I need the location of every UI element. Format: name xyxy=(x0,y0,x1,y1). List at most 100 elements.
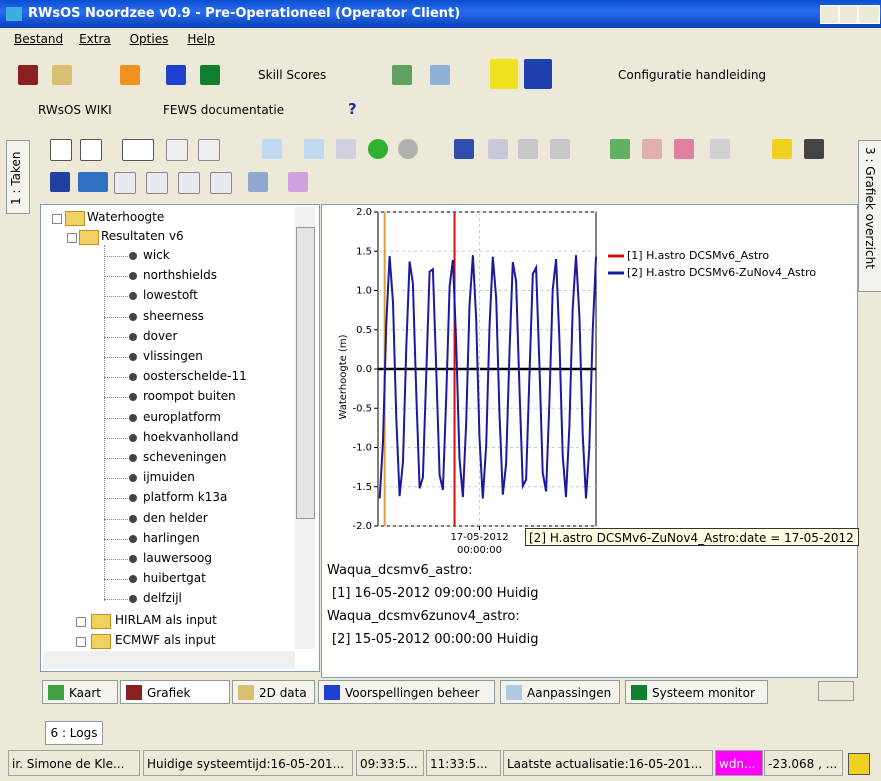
tool-icon[interactable] xyxy=(120,65,140,85)
tool-icon[interactable] xyxy=(146,172,168,194)
toolbar-link[interactable]: RWsOS WIKI xyxy=(38,103,112,117)
tool-icon[interactable] xyxy=(166,65,186,85)
tool-icon[interactable] xyxy=(166,139,188,161)
tree-node[interactable]: roompot buiten xyxy=(143,389,236,404)
tree-node[interactable]: europlatform xyxy=(143,409,221,424)
tool-icon[interactable] xyxy=(392,65,412,85)
tool-icon[interactable] xyxy=(490,59,518,89)
tree-node[interactable]: ijmuiden xyxy=(143,470,195,485)
tool-icon[interactable] xyxy=(262,139,282,159)
tree-node[interactable]: Waterhoogte xyxy=(87,210,165,224)
side-tab-label[interactable]: 1 : Taken xyxy=(9,151,23,205)
minimize-button[interactable] xyxy=(820,5,839,24)
menu-item[interactable]: Bestand xyxy=(14,32,64,46)
tab[interactable]: Systeem monitor xyxy=(625,680,768,704)
expander[interactable] xyxy=(76,637,86,647)
tree-node[interactable]: delfzijl xyxy=(143,591,182,606)
tool-icon[interactable] xyxy=(804,139,824,159)
tree-node[interactable]: sheerness xyxy=(143,308,204,323)
tree-node[interactable]: vlissingen xyxy=(143,349,203,363)
tool-icon[interactable] xyxy=(550,139,570,159)
y-tick-label: 1.0 xyxy=(356,286,372,297)
tab-label[interactable]: Grafiek xyxy=(147,686,191,700)
tool-icon[interactable] xyxy=(114,172,136,194)
tab[interactable]: Aanpassingen xyxy=(500,680,620,704)
tree-node[interactable]: huibertgat xyxy=(143,571,206,586)
tool-icon[interactable] xyxy=(178,172,200,194)
vertical-scrollbar[interactable] xyxy=(295,207,315,649)
knmi-icon[interactable] xyxy=(524,59,552,89)
tree-node[interactable]: dover xyxy=(143,328,178,343)
tree-node[interactable]: platform k13a xyxy=(143,490,228,505)
side-tab[interactable]: 1 : Taken xyxy=(6,140,30,214)
station-dot xyxy=(129,474,137,483)
tool-icon[interactable] xyxy=(198,139,220,161)
tool-icon[interactable] xyxy=(200,65,220,85)
tool-icon[interactable] xyxy=(488,139,508,159)
toolbar-link[interactable]: Configuratie handleiding xyxy=(618,68,767,82)
logs-tab[interactable]: 6 : Logs xyxy=(45,721,103,745)
tool-icon[interactable] xyxy=(430,65,450,85)
menu-item[interactable]: Opties xyxy=(129,32,169,46)
tree-node[interactable]: hoekvanholland xyxy=(143,429,239,444)
tool-icon[interactable] xyxy=(398,139,418,159)
expander[interactable] xyxy=(67,233,77,243)
tree-line xyxy=(104,518,128,520)
menu-item[interactable]: Extra xyxy=(79,32,111,46)
tool-icon[interactable] xyxy=(674,139,694,159)
side-tab-label[interactable]: 3 : Grafiek overzicht xyxy=(863,147,877,269)
side-tab[interactable]: 3 : Grafiek overzicht xyxy=(858,140,881,292)
tool-icon[interactable] xyxy=(80,139,102,161)
menu-item[interactable]: Help xyxy=(187,32,215,46)
expander[interactable] xyxy=(76,617,86,627)
horizontal-scrollbar[interactable] xyxy=(43,651,295,669)
scroll-thumb[interactable] xyxy=(296,227,315,519)
tab-label[interactable]: 2D data xyxy=(259,686,307,700)
tree-node[interactable]: harlingen xyxy=(143,530,200,545)
tab-scroll[interactable] xyxy=(818,681,854,701)
tool-icon[interactable] xyxy=(454,139,474,159)
tool-icon[interactable] xyxy=(710,139,730,159)
tree-node[interactable]: HIRLAM als input xyxy=(115,613,217,627)
tab[interactable]: Voorspellingen beheer xyxy=(318,680,495,704)
tool-icon[interactable] xyxy=(52,65,72,85)
tree-node[interactable]: Resultaten v6 xyxy=(101,229,184,243)
tab-label[interactable]: Voorspellingen beheer xyxy=(345,686,480,700)
help-button[interactable]: ? xyxy=(348,100,357,118)
tool-icon[interactable] xyxy=(368,139,388,159)
tool-icon[interactable] xyxy=(122,139,154,161)
tab[interactable]: Kaart xyxy=(42,680,118,704)
tree-node[interactable]: lauwersoog xyxy=(143,551,212,565)
tool-icon[interactable] xyxy=(304,139,324,159)
tool-icon[interactable] xyxy=(772,139,792,159)
tab-label[interactable]: Aanpassingen xyxy=(527,686,612,700)
tab[interactable]: 2D data xyxy=(232,680,315,704)
tool-icon[interactable] xyxy=(288,172,308,192)
tool-icon[interactable] xyxy=(248,172,268,192)
tool-icon[interactable] xyxy=(610,139,630,159)
toolbar-link[interactable]: Skill Scores xyxy=(258,68,327,82)
tree-node[interactable]: northshields xyxy=(143,268,217,283)
tool-icon[interactable] xyxy=(18,65,38,85)
y-tick-label: -2.0 xyxy=(352,521,372,532)
tool-icon[interactable] xyxy=(78,172,108,192)
tab[interactable]: Grafiek xyxy=(120,680,230,704)
tool-icon[interactable] xyxy=(50,172,70,192)
toolbar-link[interactable]: FEWS documentatie xyxy=(163,103,285,117)
tree-node[interactable]: lowestoft xyxy=(143,288,198,303)
tool-icon[interactable] xyxy=(50,139,72,161)
expander[interactable] xyxy=(52,214,62,224)
tool-icon[interactable] xyxy=(642,139,662,159)
tool-icon[interactable] xyxy=(336,139,356,159)
tree-node[interactable]: den helder xyxy=(143,510,208,525)
tab-label[interactable]: Systeem monitor xyxy=(652,686,755,700)
tab-label[interactable]: Kaart xyxy=(69,686,102,700)
tree-node[interactable]: oosterschelde-11 xyxy=(143,369,247,384)
close-button[interactable] xyxy=(858,5,880,24)
maximize-button[interactable] xyxy=(839,5,858,24)
tool-icon[interactable] xyxy=(518,139,538,159)
tree-node[interactable]: scheveningen xyxy=(143,450,227,464)
tree-node[interactable]: wick xyxy=(143,248,170,262)
tool-icon[interactable] xyxy=(210,172,232,194)
tree-node[interactable]: ECMWF als input xyxy=(115,633,216,647)
